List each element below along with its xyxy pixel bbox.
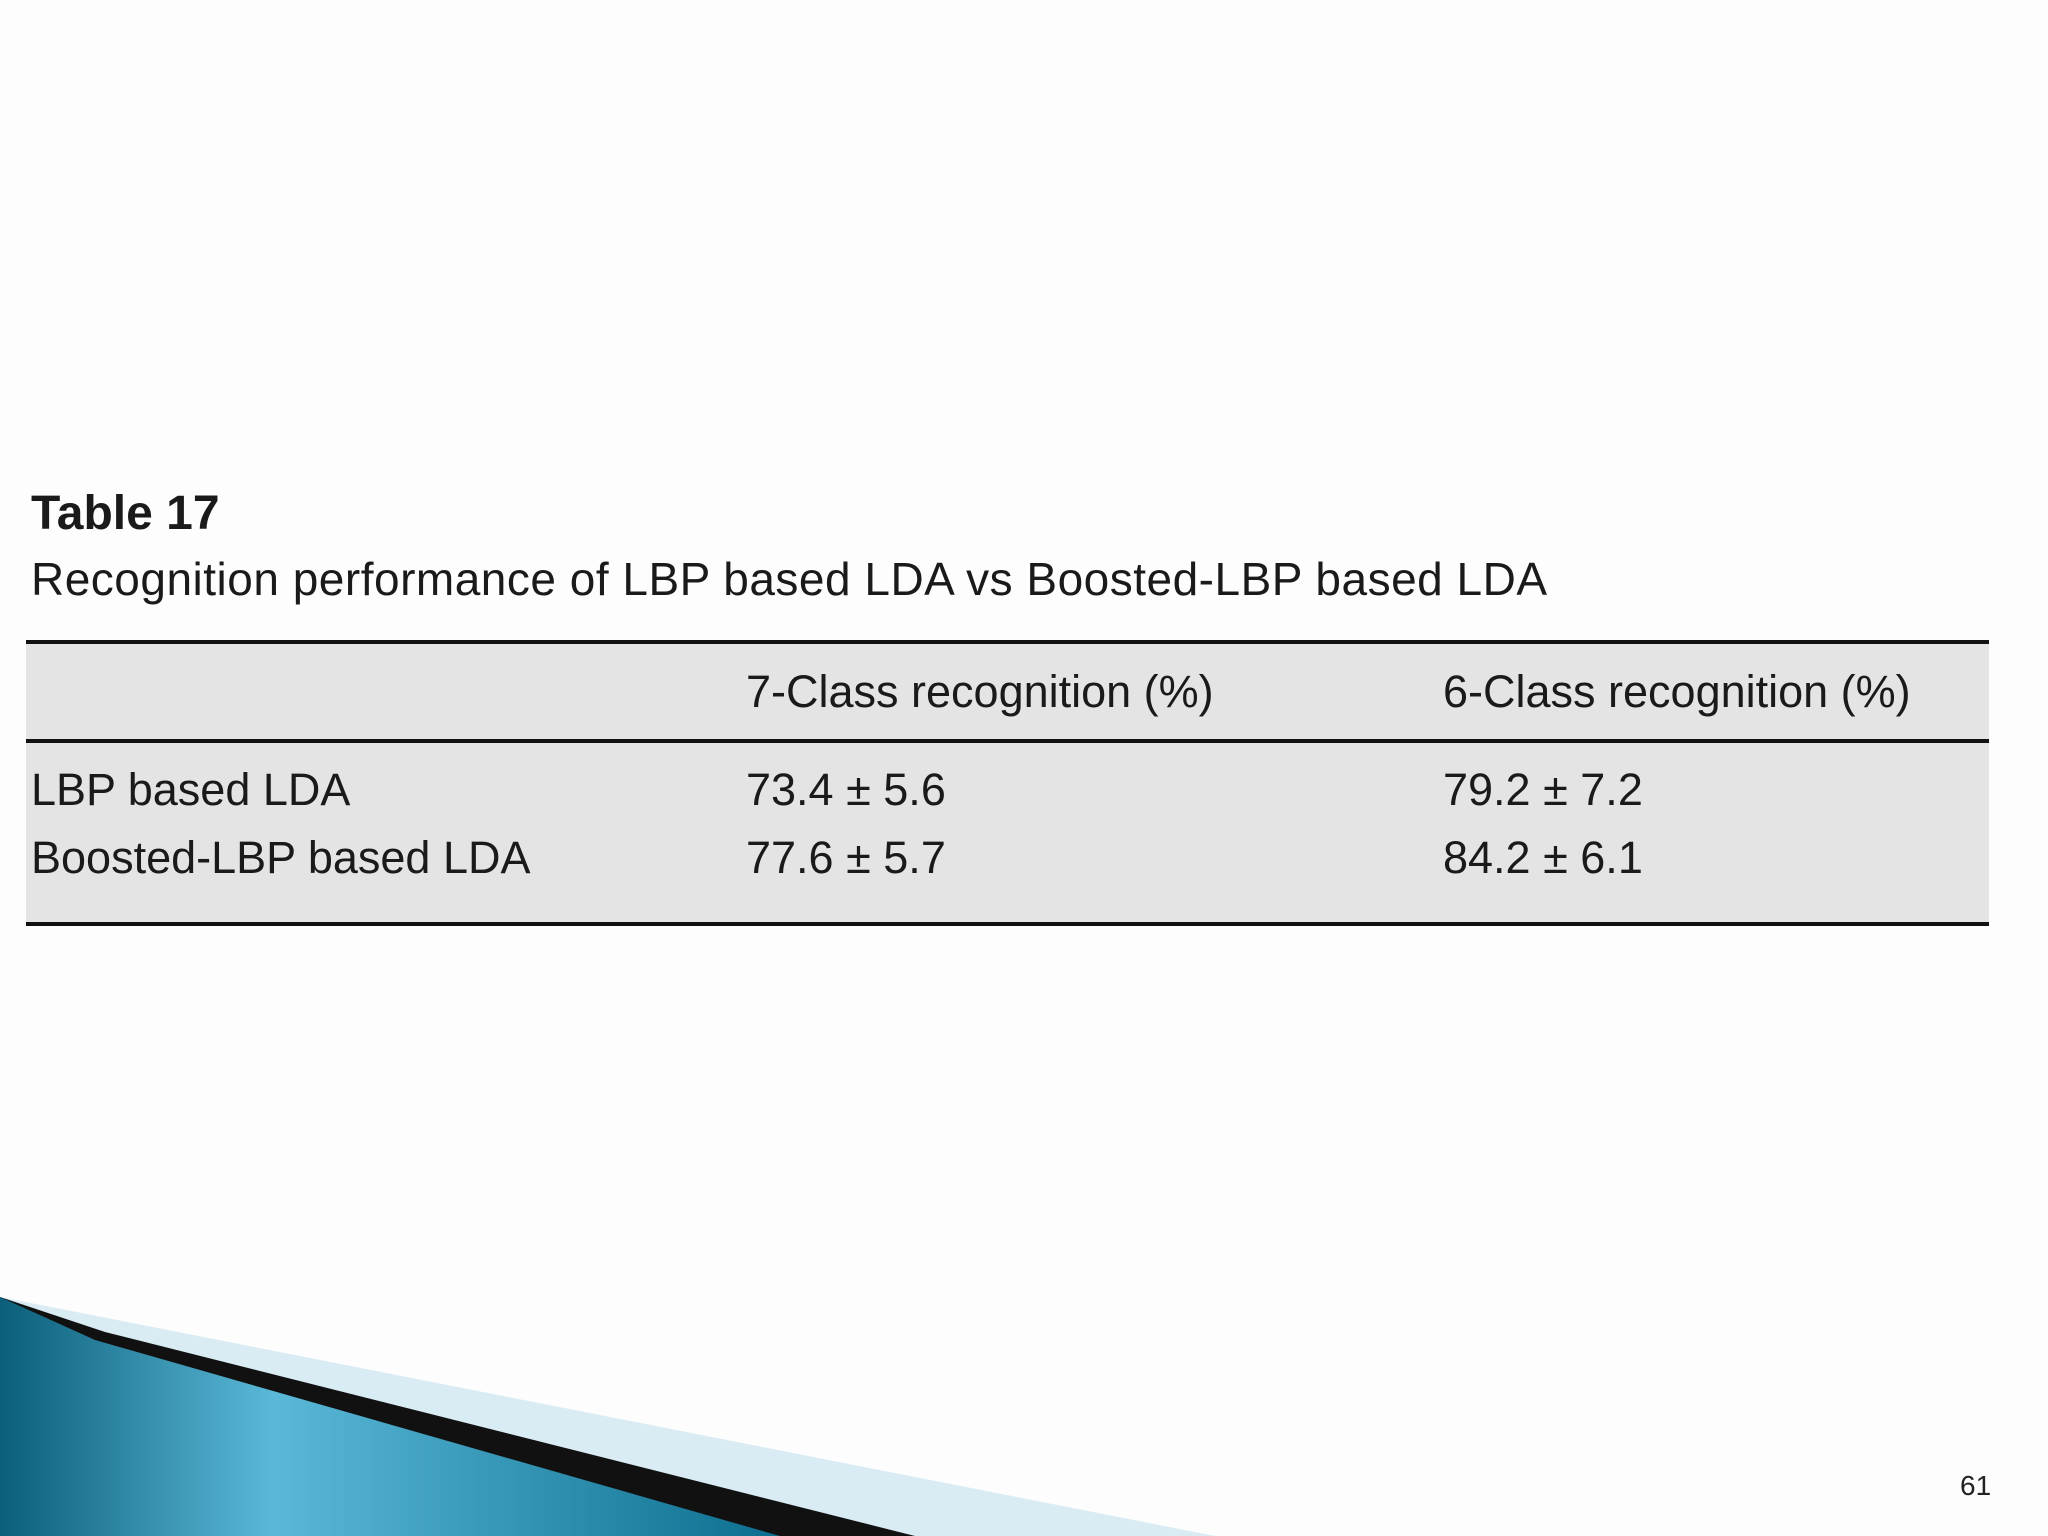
- cell: 73.4 ± 5.6: [746, 764, 946, 815]
- table-title: Table 17: [31, 487, 220, 540]
- table: 7-Class recognition (%) 6-Class recognit…: [26, 640, 1989, 926]
- row-label: LBP based LDA: [31, 764, 351, 815]
- row-label: Boosted-LBP based LDA: [31, 832, 531, 883]
- header-rule: [26, 739, 1989, 743]
- column-header: 6-Class recognition (%): [1443, 666, 1911, 717]
- table-caption: Recognition performance of LBP based LDA…: [31, 553, 1548, 605]
- column-header: 7-Class recognition (%): [746, 666, 1214, 717]
- blue-swoosh: [0, 1297, 780, 1536]
- slide-number: 61: [1960, 1470, 1992, 1501]
- cell: 84.2 ± 6.1: [1443, 832, 1643, 883]
- cell: 77.6 ± 5.7: [746, 832, 946, 883]
- cell: 79.2 ± 7.2: [1443, 764, 1643, 815]
